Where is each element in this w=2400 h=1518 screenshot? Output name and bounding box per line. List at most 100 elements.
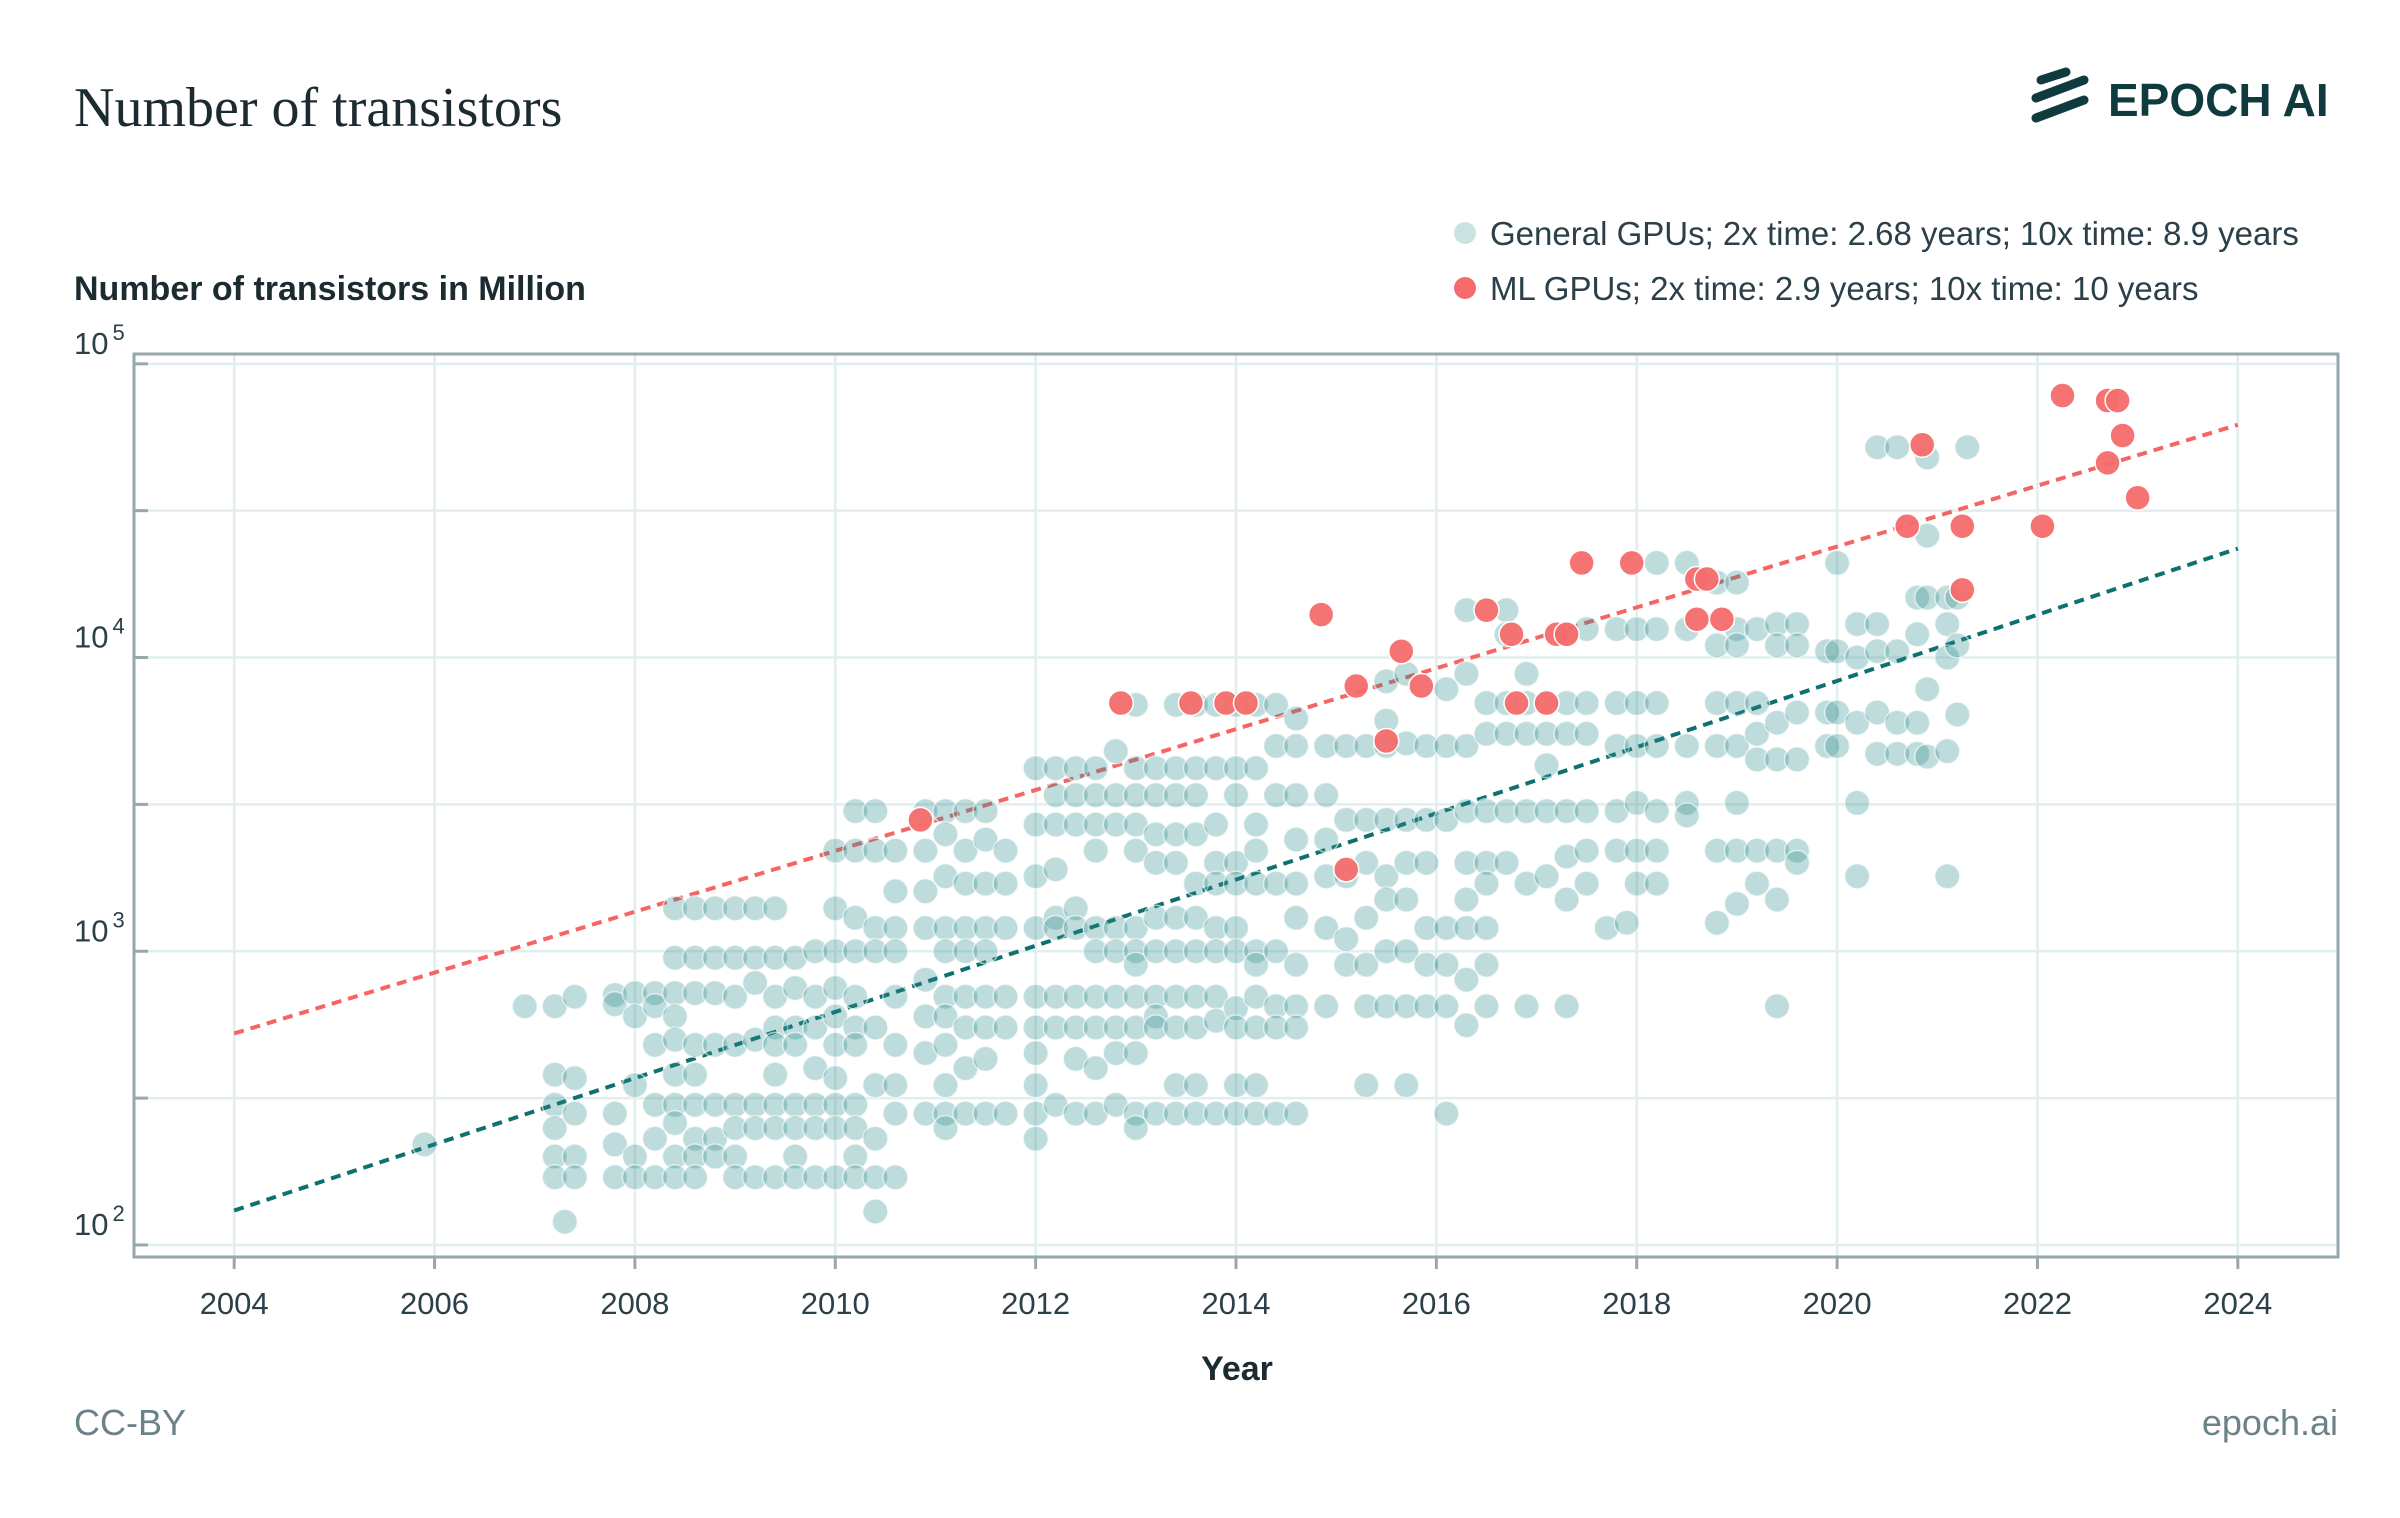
y-axis-label: Number of transistors in Million [74,270,586,308]
general-gpu-point [822,837,849,864]
general-gpu-point [1142,1014,1170,1041]
general-gpu-point [1082,914,1109,942]
general-gpu-point [1393,1071,1420,1099]
general-gpu-point [1122,983,1150,1010]
general-gpu-point [1222,1100,1250,1127]
ml-gpu-point [1908,431,1936,459]
general-gpu-point [972,914,999,942]
general-gpu-point [1603,732,1630,760]
general-gpu-point [1623,732,1650,760]
general-gpu-point [1843,863,1871,890]
general-gpu-point [701,944,729,972]
general-gpu-point [1182,1100,1210,1127]
general-gpu-point [1202,1007,1230,1034]
general-gpu-point [1433,914,1460,942]
general-gpu-point [912,1003,939,1030]
site-link[interactable]: epoch.ai [2202,1402,2338,1443]
general-gpu-point [1202,914,1230,942]
general-gpu-point [842,938,869,965]
general-gpu-point [1453,849,1480,877]
general-gpu-point [882,1031,909,1059]
general-gpu-point [681,1164,709,1191]
general-gpu-point [1643,549,1671,577]
general-gpu-point [932,1071,959,1099]
general-gpu-point [661,1003,689,1030]
general-gpu-point [681,1031,709,1059]
general-gpu-point [1603,615,1630,643]
general-gpu-point [1242,1071,1270,1099]
general-gpu-point [1162,754,1190,782]
general-gpu-point [761,1164,789,1191]
ml-gpu-point [2029,512,2056,540]
general-gpu-point [992,1014,1019,1041]
license-text: CC-BY [74,1402,186,1443]
general-gpu-point [1062,781,1089,809]
general-gpu-point [1062,895,1089,922]
ml-gpu-point [1949,512,1976,540]
general-gpu-point [801,983,829,1010]
x-tick-label: 2016 [1402,1286,1471,1321]
general-gpu-point [1903,740,1931,768]
general-gpu-point [1162,849,1190,877]
general-gpu-point [1493,849,1520,877]
general-gpu-point [932,914,959,942]
general-gpu-point [541,1114,569,1142]
general-gpu-point [862,837,889,864]
general-gpu-point [1162,938,1190,965]
general-gpu-point [932,1003,959,1030]
general-gpu-point [1222,1014,1250,1041]
general-gpu-point [511,992,538,1020]
general-gpu-point [681,1091,709,1119]
general-gpu-point [1352,806,1380,834]
general-gpu-point [761,1031,789,1059]
general-gpu-point [1242,811,1270,838]
general-gpu-point [1863,638,1891,665]
general-gpu-point [621,979,649,1007]
general-gpu-point [1393,849,1420,877]
ml-gpu-point [2109,422,2136,449]
general-gpu-point [551,1208,579,1235]
ml-gpu-point [1618,549,1645,577]
general-gpu-point [661,895,689,922]
general-gpu-point [1703,689,1731,717]
logo-text: EPOCH AI [2108,74,2329,126]
general-gpu-point [1934,737,1961,765]
general-gpu-point [882,1164,909,1191]
general-gpu-point [1182,938,1210,965]
general-gpu-point [661,1091,689,1119]
general-gpu-point [681,944,709,972]
general-gpu-point [1823,549,1851,577]
general-gpu-point [1122,938,1150,965]
general-gpu-point [1573,837,1600,864]
general-gpu-point [1042,811,1069,838]
legend-item-general[interactable]: General GPUs; 2x time: 2.68 years; 10x t… [1454,215,2299,252]
general-gpu-point [822,1114,849,1142]
ml-gpu-point [1373,727,1400,755]
general-gpu-point [1102,938,1130,965]
general-gpu-point [882,878,909,905]
legend-item-ml[interactable]: ML GPUs; 2x time: 2.9 years; 10x time: 1… [1454,270,2199,307]
general-gpu-point [1062,1100,1089,1127]
general-gpu-point [1022,1071,1049,1099]
general-gpu-point [1783,610,1811,638]
general-gpu-point [601,1164,629,1191]
general-gpu-point [1222,1071,1250,1099]
general-gpu-point [1122,781,1150,809]
general-gpu-point [601,1100,629,1127]
general-gpu-point [1723,632,1751,659]
general-gpu-point [1743,689,1771,717]
general-gpu-point [1603,797,1630,825]
general-gpu-point [1142,1100,1170,1127]
general-gpu-point [1062,811,1089,838]
general-gpu-point [1162,821,1190,848]
general-gpu-point [1763,746,1791,773]
general-gpu-point [1673,732,1701,760]
general-gpu-point [952,914,979,942]
x-tick-label: 2008 [600,1286,669,1321]
general-gpu-point [882,837,909,864]
general-gpu-point [1042,914,1069,942]
general-gpu-point [761,944,789,972]
general-gpu-point [1643,732,1671,760]
ml-gpu-point [1683,606,1711,633]
general-gpu-point [801,1091,829,1119]
